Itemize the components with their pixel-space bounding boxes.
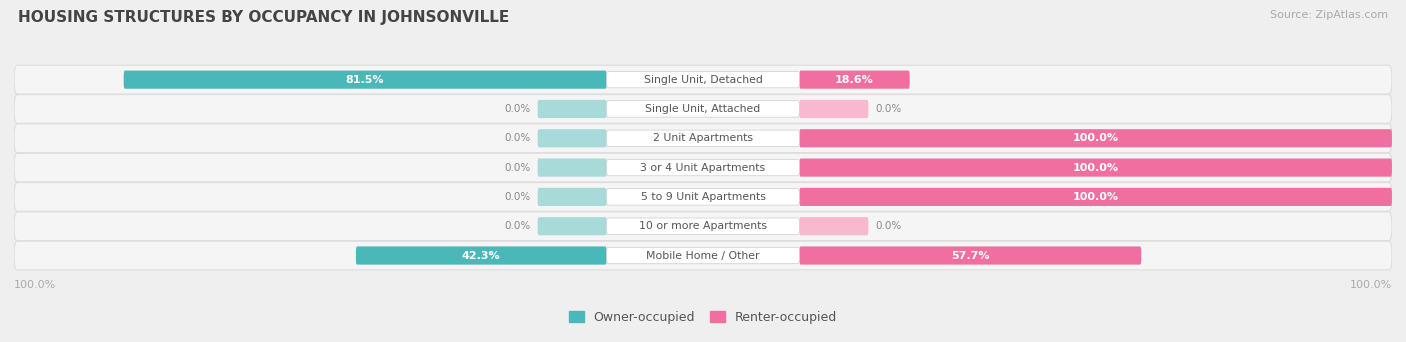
FancyBboxPatch shape	[14, 124, 1392, 153]
Text: 100.0%: 100.0%	[14, 279, 56, 290]
Text: 0.0%: 0.0%	[505, 221, 531, 231]
Text: 0.0%: 0.0%	[505, 104, 531, 114]
Text: 0.0%: 0.0%	[505, 192, 531, 202]
FancyBboxPatch shape	[606, 189, 800, 205]
FancyBboxPatch shape	[800, 217, 869, 235]
Text: 2 Unit Apartments: 2 Unit Apartments	[652, 133, 754, 143]
FancyBboxPatch shape	[14, 212, 1392, 240]
Text: Single Unit, Detached: Single Unit, Detached	[644, 75, 762, 84]
Text: 18.6%: 18.6%	[835, 75, 875, 84]
Text: 42.3%: 42.3%	[463, 251, 501, 261]
FancyBboxPatch shape	[606, 130, 800, 146]
FancyBboxPatch shape	[800, 158, 1392, 177]
Text: 0.0%: 0.0%	[505, 162, 531, 173]
Text: 0.0%: 0.0%	[505, 133, 531, 143]
FancyBboxPatch shape	[606, 218, 800, 234]
FancyBboxPatch shape	[800, 70, 910, 89]
Text: 5 to 9 Unit Apartments: 5 to 9 Unit Apartments	[641, 192, 765, 202]
FancyBboxPatch shape	[800, 129, 1392, 147]
FancyBboxPatch shape	[14, 183, 1392, 211]
Text: Single Unit, Attached: Single Unit, Attached	[645, 104, 761, 114]
Text: 81.5%: 81.5%	[346, 75, 384, 84]
Text: Source: ZipAtlas.com: Source: ZipAtlas.com	[1270, 10, 1388, 20]
Text: 3 or 4 Unit Apartments: 3 or 4 Unit Apartments	[641, 162, 765, 173]
FancyBboxPatch shape	[537, 129, 606, 147]
FancyBboxPatch shape	[537, 100, 606, 118]
Text: 100.0%: 100.0%	[1073, 133, 1119, 143]
Text: Mobile Home / Other: Mobile Home / Other	[647, 251, 759, 261]
FancyBboxPatch shape	[606, 159, 800, 176]
FancyBboxPatch shape	[606, 247, 800, 264]
Text: 100.0%: 100.0%	[1350, 279, 1392, 290]
FancyBboxPatch shape	[606, 71, 800, 88]
FancyBboxPatch shape	[537, 188, 606, 206]
Text: 10 or more Apartments: 10 or more Apartments	[638, 221, 768, 231]
FancyBboxPatch shape	[606, 101, 800, 117]
Text: 100.0%: 100.0%	[1073, 162, 1119, 173]
FancyBboxPatch shape	[14, 241, 1392, 270]
Text: 100.0%: 100.0%	[1073, 192, 1119, 202]
FancyBboxPatch shape	[14, 95, 1392, 123]
Text: 57.7%: 57.7%	[950, 251, 990, 261]
Text: 0.0%: 0.0%	[875, 221, 901, 231]
FancyBboxPatch shape	[800, 100, 869, 118]
FancyBboxPatch shape	[800, 188, 1392, 206]
Text: 0.0%: 0.0%	[875, 104, 901, 114]
FancyBboxPatch shape	[124, 70, 606, 89]
FancyBboxPatch shape	[537, 217, 606, 235]
FancyBboxPatch shape	[800, 247, 1142, 265]
FancyBboxPatch shape	[14, 153, 1392, 182]
Legend: Owner-occupied, Renter-occupied: Owner-occupied, Renter-occupied	[568, 311, 838, 324]
FancyBboxPatch shape	[356, 247, 606, 265]
FancyBboxPatch shape	[14, 65, 1392, 94]
Text: HOUSING STRUCTURES BY OCCUPANCY IN JOHNSONVILLE: HOUSING STRUCTURES BY OCCUPANCY IN JOHNS…	[18, 10, 509, 25]
FancyBboxPatch shape	[537, 158, 606, 177]
